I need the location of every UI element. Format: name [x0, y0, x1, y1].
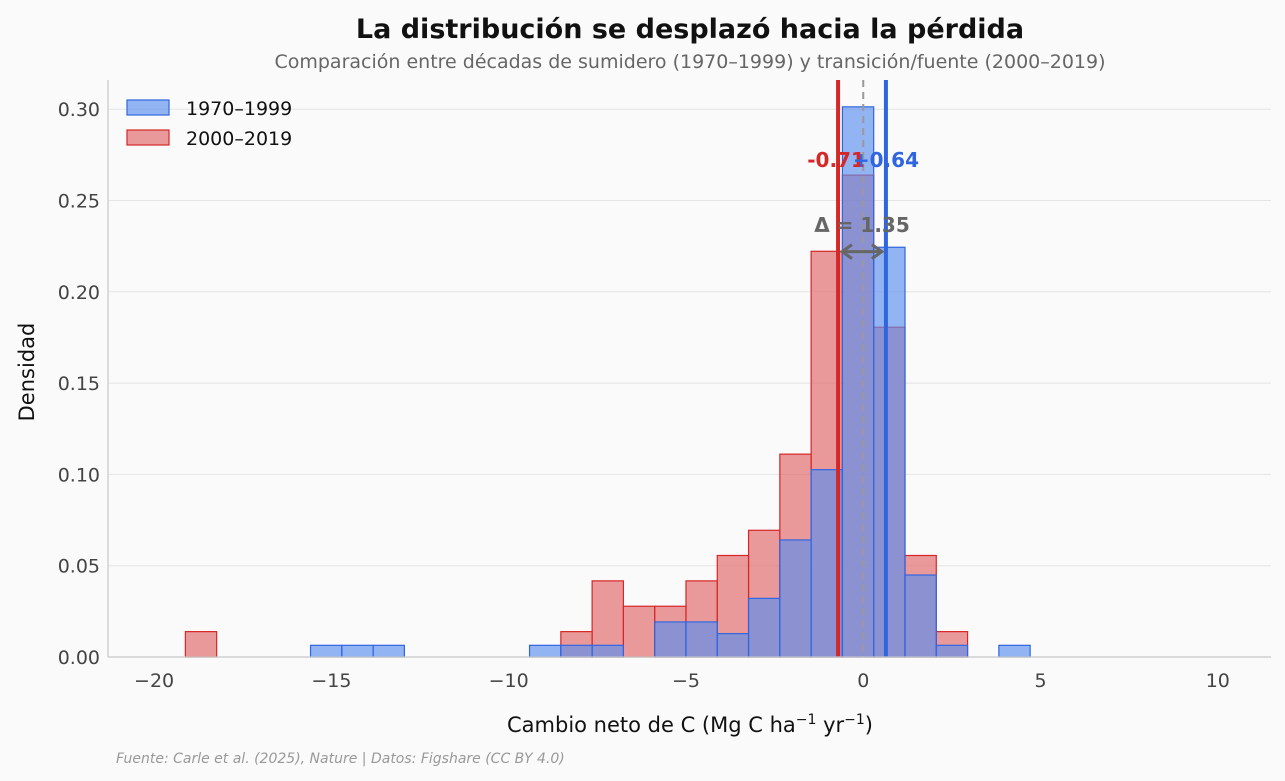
x-tick-label-4: 0	[857, 670, 869, 692]
bar-1970-1999-22	[841, 106, 875, 658]
mean-label-2000-2019: -0.71	[807, 148, 865, 172]
bar-2000-2019-14	[591, 580, 625, 658]
x-tick-label-0: −20	[134, 670, 174, 692]
bar-1970-1999-18	[716, 633, 750, 658]
delta-arrow-head-left	[839, 243, 853, 260]
x-tick-label-6: 10	[1206, 670, 1230, 692]
annotations: -0.71 +0.64 Δ = 1.35	[807, 148, 919, 237]
x-axis-label: Cambio neto de C (Mg C ha−1 yr−1)	[507, 712, 873, 737]
y-tick-label-1: 0.05	[58, 556, 100, 578]
chart-title: La distribución se desplazó hacia la pér…	[356, 14, 1024, 45]
y-tick-label-5: 0.25	[58, 191, 100, 213]
y-tick-label-4: 0.20	[58, 282, 100, 304]
delta-label: Δ = 1.35	[814, 213, 910, 237]
x-tick-label-3: −5	[672, 670, 700, 692]
source-note: Fuente: Carle et al. (2025), Nature | Da…	[116, 751, 565, 767]
x-tick-label-2: −10	[489, 670, 529, 692]
bar-1970-1999-17	[685, 621, 718, 658]
chart-subtitle: Comparación entre décadas de sumidero (1…	[274, 51, 1105, 73]
y-axis-label: Densidad	[15, 323, 39, 422]
legend-swatch-1970-1999	[126, 99, 170, 116]
legend-label-2000-2019: 2000–2019	[186, 128, 292, 150]
bar-1970-1999-7	[372, 644, 405, 658]
series-1970-1999-bars	[309, 106, 1031, 658]
bar-1970-1999-13	[560, 644, 593, 658]
bar-1970-1999-27	[998, 644, 1031, 658]
reference-lines	[836, 80, 888, 657]
bar-1970-1999-23	[873, 246, 906, 658]
bar-2000-2019-1	[184, 631, 218, 658]
bar-1970-1999-6	[341, 644, 374, 658]
bar-1970-1999-12	[528, 644, 562, 658]
bar-1970-1999-25	[935, 644, 969, 658]
grid-lines	[108, 108, 1271, 658]
x-tick-label-1: −15	[311, 670, 351, 692]
mean-label-1970-1999: +0.64	[853, 148, 919, 172]
bar-1970-1999-5	[309, 644, 343, 658]
delta-arrow-head-right	[871, 243, 885, 260]
y-tick-label-3: 0.15	[58, 373, 100, 395]
y-tick-label-2: 0.10	[58, 464, 100, 486]
axes	[107, 80, 1271, 658]
bar-1970-1999-14	[591, 644, 625, 658]
tick-labels: −20 −15 −10 −5 0 5 10 0.00 0.05 0.10 0.15 0.20 0.25 0…	[58, 99, 1230, 692]
legend-swatch-2000-2019	[126, 129, 170, 146]
legend: 1970–1999 2000–2019	[126, 98, 292, 150]
y-tick-label-0: 0.00	[58, 647, 100, 669]
bar-1970-1999-24	[904, 574, 937, 658]
legend-label-1970-1999: 1970–1999	[186, 98, 292, 120]
bar-1970-1999-19	[747, 597, 781, 658]
y-tick-label-6: 0.30	[58, 99, 100, 121]
bar-1970-1999-20	[779, 539, 812, 658]
bar-2000-2019-15	[622, 605, 656, 658]
bar-1970-1999-16	[654, 621, 687, 658]
x-tick-label-5: 5	[1034, 670, 1046, 692]
